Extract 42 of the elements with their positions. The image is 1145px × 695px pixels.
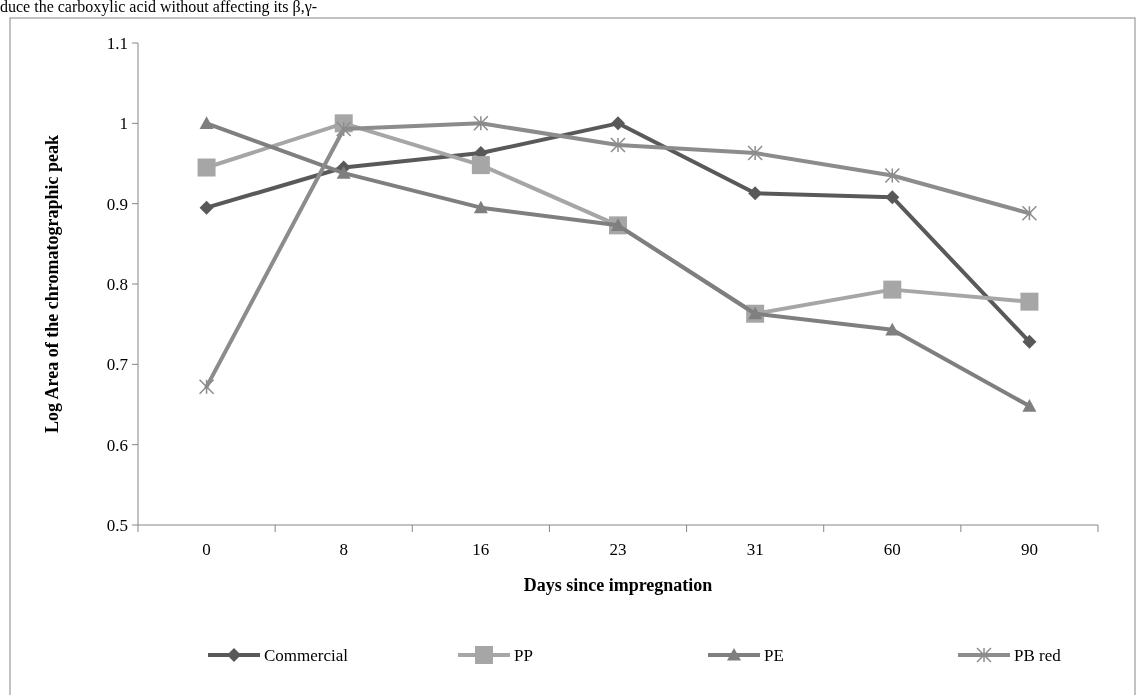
x-tick-label: 8 bbox=[339, 540, 348, 559]
point bbox=[884, 167, 901, 184]
point bbox=[1022, 334, 1037, 349]
y-tick-label: 1 bbox=[119, 114, 128, 134]
point bbox=[197, 158, 216, 177]
x-tick-label: 23 bbox=[609, 540, 627, 559]
y-tick-label: 0.7 bbox=[106, 355, 129, 375]
legend-label: PB red bbox=[1014, 645, 1062, 665]
point bbox=[198, 379, 215, 395]
y-tick-label: 1.1 bbox=[106, 33, 128, 53]
point bbox=[473, 200, 488, 214]
y-tick-label: 0.9 bbox=[106, 194, 128, 214]
point bbox=[747, 145, 763, 161]
text: duce the carboxylic acid without affecting its β,γ- bbox=[0, 0, 318, 16]
point bbox=[199, 116, 214, 129]
x-tick-label: 90 bbox=[1020, 540, 1038, 559]
legend-label: PP bbox=[514, 645, 533, 665]
point bbox=[1020, 292, 1039, 311]
point bbox=[471, 156, 490, 175]
point bbox=[336, 166, 351, 179]
point bbox=[611, 116, 625, 131]
point bbox=[883, 280, 902, 299]
point bbox=[748, 186, 763, 201]
y-tick-label: 0.6 bbox=[106, 435, 128, 455]
point bbox=[885, 190, 900, 205]
point bbox=[610, 137, 626, 153]
point bbox=[335, 121, 352, 137]
point bbox=[885, 322, 900, 336]
point bbox=[1022, 399, 1037, 412]
point bbox=[1021, 205, 1038, 222]
point bbox=[473, 115, 489, 132]
x-tick-label: 0 bbox=[202, 540, 211, 559]
y-tick-label: 0.8 bbox=[106, 274, 128, 294]
y-tick-label: 0.5 bbox=[106, 515, 128, 535]
x-tick-label: 60 bbox=[883, 540, 901, 559]
y-axis-title: Log Area of the chromatographic peak bbox=[42, 135, 62, 433]
legend-label: PE bbox=[764, 645, 784, 665]
legend-label: Commercial bbox=[264, 645, 349, 665]
x-tick-label: 31 bbox=[746, 540, 764, 559]
point bbox=[199, 200, 214, 215]
x-tick-label: 16 bbox=[472, 540, 490, 559]
x-axis-title: Days since impregnation bbox=[523, 575, 713, 595]
